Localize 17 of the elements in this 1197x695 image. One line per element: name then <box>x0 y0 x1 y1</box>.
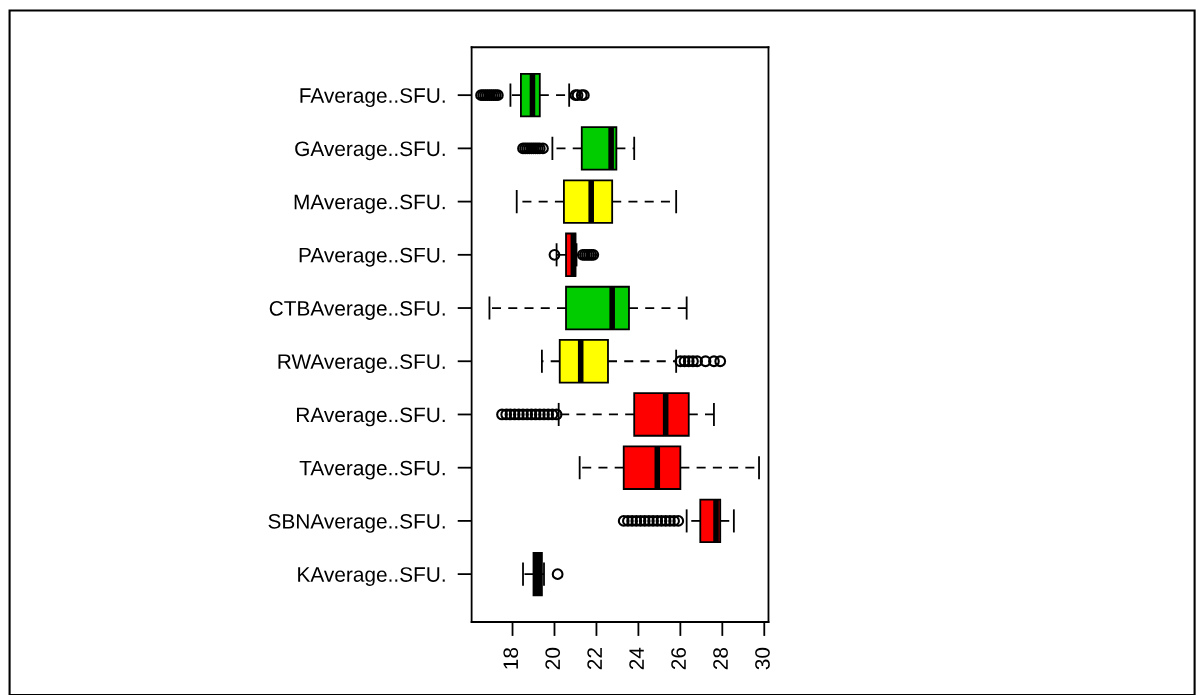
y-tick-label: KAverage..SFU. <box>298 567 445 586</box>
x-tick-label: 22 <box>587 648 602 670</box>
y-tick-label: FAverage..SFU. <box>300 88 445 108</box>
y-tick-label: TAverage..SFU. <box>299 460 445 480</box>
y-tick-label: RAverage..SFU. <box>297 407 445 427</box>
y-tick-label: RWAverage..SFU. <box>278 354 445 374</box>
x-tick-label: 26 <box>671 647 686 670</box>
x-tick-label: 28 <box>713 647 728 670</box>
x-tick-label: 20 <box>545 647 561 670</box>
x-tick-label: 24 <box>629 647 644 670</box>
y-tick-label: PAverage..SFU. <box>299 247 445 267</box>
x-tick-label: 30 <box>755 647 770 670</box>
x-tick-label: 18 <box>503 647 519 669</box>
y-tick-label: MAverage..SFU. <box>294 194 445 214</box>
y-tick-label: CTBAverage..SFU. <box>269 301 445 320</box>
y-tick-label: SBNAverage..SFU. <box>268 513 445 533</box>
y-tick-label: GAverage..SFU. <box>295 141 445 161</box>
